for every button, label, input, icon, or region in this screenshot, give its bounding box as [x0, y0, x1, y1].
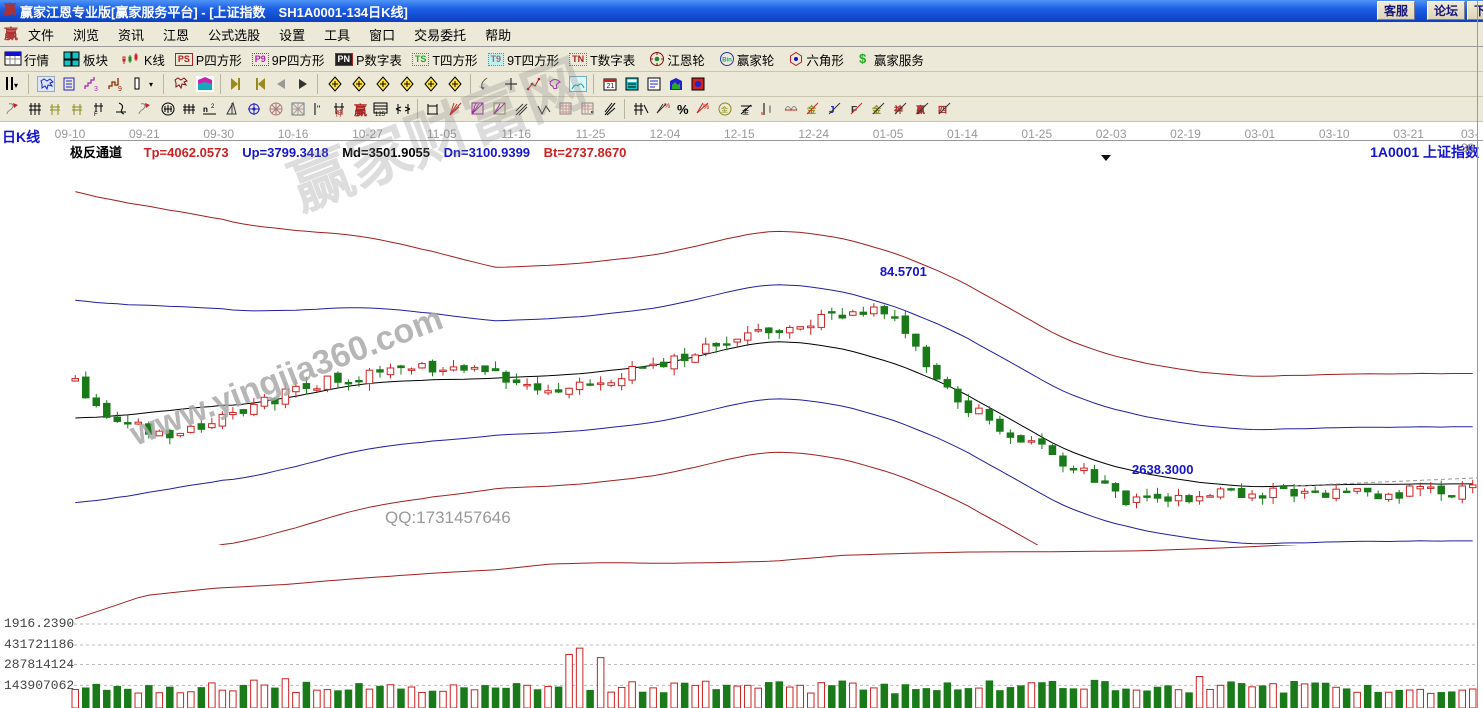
svg-text:9: 9: [118, 86, 122, 92]
svg-text:%: %: [664, 103, 670, 110]
svg-text:21: 21: [607, 83, 615, 90]
svg-text:F: F: [94, 112, 98, 117]
svg-text:Bin: Bin: [722, 58, 732, 64]
svg-text:n: n: [203, 105, 208, 114]
svg-text:3: 3: [94, 86, 98, 92]
svg-text:$: $: [859, 51, 867, 66]
svg-text:125: 125: [375, 112, 386, 117]
svg-text:金: 金: [871, 104, 882, 115]
svg-text:": ": [317, 104, 320, 114]
svg-text:%: %: [703, 104, 709, 111]
svg-text:丨: 丨: [766, 105, 774, 114]
svg-text:J: J: [829, 105, 835, 116]
svg-text:金: 金: [721, 105, 728, 114]
svg-text:神: 神: [335, 108, 343, 117]
svg-text:▾: ▾: [14, 81, 18, 90]
svg-text:▾: ▾: [149, 80, 153, 89]
svg-text:2: 2: [211, 104, 215, 110]
